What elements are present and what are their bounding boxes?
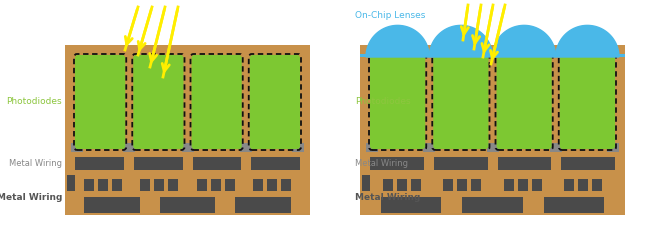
FancyBboxPatch shape [434,55,489,149]
FancyBboxPatch shape [192,55,242,149]
Bar [550,143,562,152]
Bar [443,179,453,191]
FancyBboxPatch shape [560,55,615,149]
Bar [140,179,150,191]
FancyBboxPatch shape [133,55,183,149]
Bar [564,179,575,191]
Bar [192,157,241,170]
FancyBboxPatch shape [497,55,552,149]
Bar [504,179,514,191]
Bar [518,179,528,191]
Polygon shape [556,25,619,57]
Polygon shape [493,25,556,57]
Bar [383,179,393,191]
Text: Metal Wiring: Metal Wiring [0,193,62,202]
Bar [543,197,604,213]
Bar [462,197,523,213]
Text: Metal Wiring: Metal Wiring [355,193,421,202]
Bar [181,143,194,152]
Bar [267,179,278,191]
Bar [561,157,615,170]
Bar [240,143,252,152]
Bar [71,143,83,152]
Text: On-Chip Lenses: On-Chip Lenses [355,11,425,20]
Bar [434,157,488,170]
Bar [168,179,178,191]
FancyBboxPatch shape [370,55,425,149]
Bar [362,175,370,191]
Bar [360,45,625,215]
Bar [65,45,310,215]
Bar [381,197,441,213]
Bar [154,179,164,191]
Bar [471,179,481,191]
Bar [254,179,263,191]
Bar [84,197,140,213]
Bar [160,197,215,213]
Bar [457,179,467,191]
Bar [292,143,304,152]
FancyBboxPatch shape [75,55,125,149]
Bar [281,179,291,191]
Bar [592,179,603,191]
Bar [112,179,122,191]
Bar [225,179,235,191]
Bar [360,54,625,57]
Bar [578,179,588,191]
Text: Photodiodes: Photodiodes [355,97,411,106]
Bar [366,143,378,152]
Bar [370,157,424,170]
Polygon shape [429,25,493,57]
Text: Metal Wiring: Metal Wiring [9,160,62,169]
Bar [235,197,291,213]
Polygon shape [366,25,429,57]
Bar [67,175,75,191]
Text: Photodiodes: Photodiodes [6,97,62,106]
Bar [497,157,551,170]
Bar [98,179,108,191]
Bar [124,143,135,152]
Bar [197,179,207,191]
Bar [84,179,94,191]
Bar [532,179,542,191]
Bar [252,157,300,170]
Bar [75,157,124,170]
FancyBboxPatch shape [250,55,300,149]
Text: Metal Wiring: Metal Wiring [355,160,408,169]
Bar [486,143,499,152]
Bar [134,157,183,170]
Bar [396,179,407,191]
Bar [607,143,619,152]
Bar [423,143,436,152]
Bar [211,179,221,191]
Bar [411,179,421,191]
